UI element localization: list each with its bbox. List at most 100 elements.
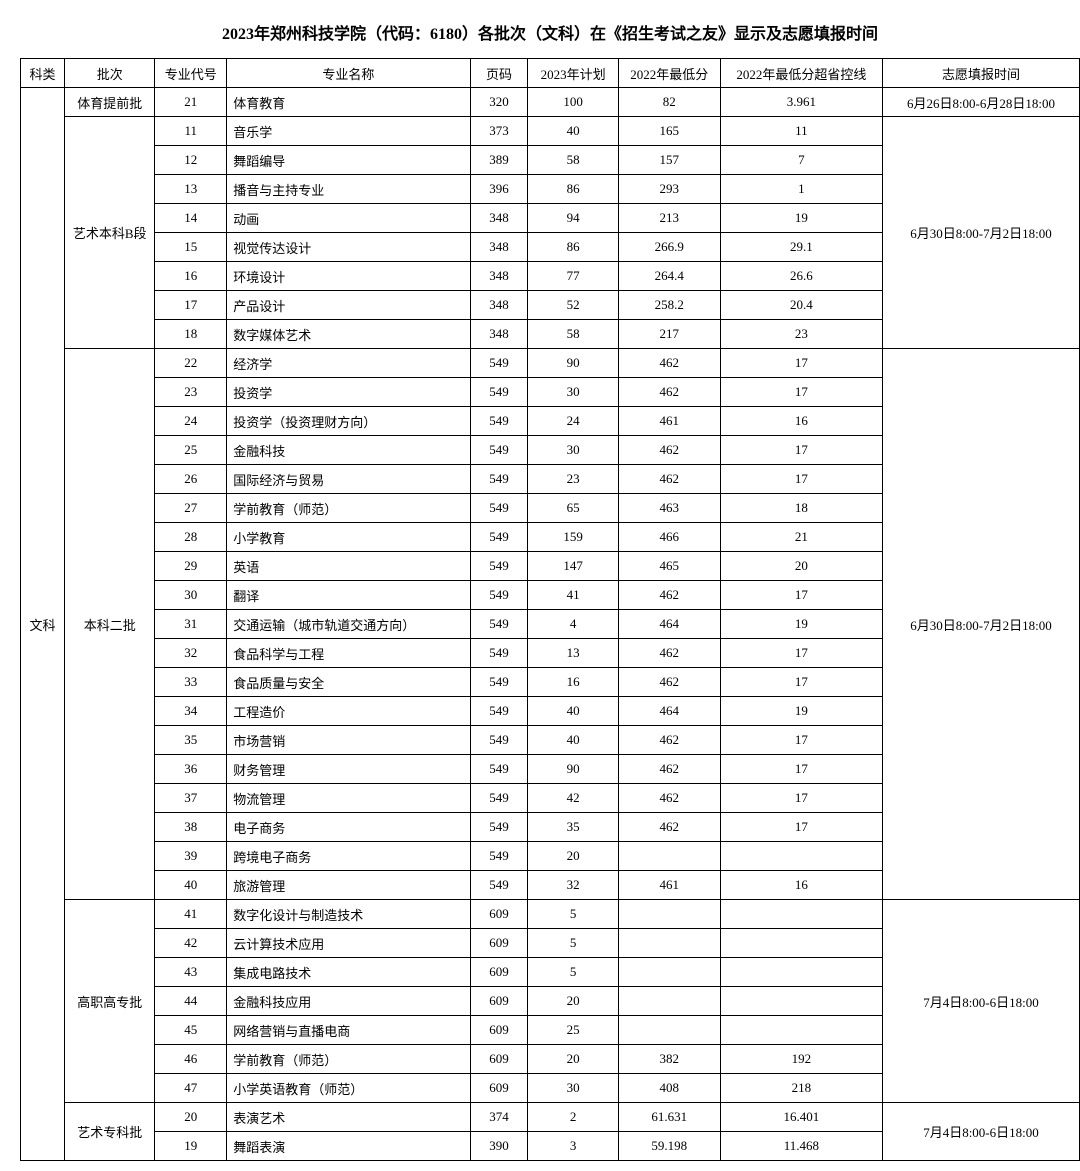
- cell-diff: 17: [720, 668, 882, 697]
- cell-diff: [720, 842, 882, 871]
- cell-code: 21: [155, 88, 227, 117]
- table-body: 文科体育提前批21体育教育320100823.9616月26日8:00-6月28…: [21, 88, 1080, 1161]
- cell-min: 82: [618, 88, 720, 117]
- th-name: 专业名称: [227, 59, 470, 88]
- cell-page: 373: [470, 117, 528, 146]
- cell-min: [618, 987, 720, 1016]
- cell-plan: 20: [528, 842, 618, 871]
- cell-batch: 体育提前批: [65, 88, 155, 117]
- cell-code: 13: [155, 175, 227, 204]
- cell-min: 462: [618, 726, 720, 755]
- cell-page: 348: [470, 262, 528, 291]
- cell-name: 物流管理: [227, 784, 470, 813]
- cell-page: 549: [470, 610, 528, 639]
- cell-min: 462: [618, 639, 720, 668]
- cell-code: 15: [155, 233, 227, 262]
- cell-name: 体育教育: [227, 88, 470, 117]
- cell-plan: 40: [528, 117, 618, 146]
- cell-plan: 90: [528, 349, 618, 378]
- cell-min: 408: [618, 1074, 720, 1103]
- cell-name: 食品质量与安全: [227, 668, 470, 697]
- cell-page: 609: [470, 1074, 528, 1103]
- cell-plan: 94: [528, 204, 618, 233]
- cell-code: 30: [155, 581, 227, 610]
- cell-diff: [720, 987, 882, 1016]
- cell-code: 40: [155, 871, 227, 900]
- cell-min: [618, 929, 720, 958]
- cell-name: 舞蹈编导: [227, 146, 470, 175]
- cell-batch: 本科二批: [65, 349, 155, 900]
- table-row: 高职高专批41数字化设计与制造技术60957月4日8:00-6日18:00: [21, 900, 1080, 929]
- cell-code: 34: [155, 697, 227, 726]
- cell-min: 462: [618, 465, 720, 494]
- cell-plan: 159: [528, 523, 618, 552]
- cell-name: 网络营销与直播电商: [227, 1016, 470, 1045]
- cell-plan: 42: [528, 784, 618, 813]
- cell-diff: 17: [720, 349, 882, 378]
- cell-name: 产品设计: [227, 291, 470, 320]
- cell-plan: 86: [528, 175, 618, 204]
- th-page: 页码: [470, 59, 528, 88]
- cell-name: 集成电路技术: [227, 958, 470, 987]
- cell-diff: 18: [720, 494, 882, 523]
- cell-code: 37: [155, 784, 227, 813]
- cell-name: 财务管理: [227, 755, 470, 784]
- cell-name: 翻译: [227, 581, 470, 610]
- cell-name: 旅游管理: [227, 871, 470, 900]
- cell-plan: 41: [528, 581, 618, 610]
- cell-page: 348: [470, 233, 528, 262]
- table-row: 文科体育提前批21体育教育320100823.9616月26日8:00-6月28…: [21, 88, 1080, 117]
- table-row: 艺术专科批20表演艺术374261.63116.4017月4日8:00-6日18…: [21, 1103, 1080, 1132]
- cell-diff: 17: [720, 436, 882, 465]
- cell-name: 音乐学: [227, 117, 470, 146]
- cell-plan: 147: [528, 552, 618, 581]
- cell-min: 462: [618, 784, 720, 813]
- cell-page: 609: [470, 929, 528, 958]
- cell-page: 609: [470, 987, 528, 1016]
- cell-plan: 58: [528, 146, 618, 175]
- cell-name: 环境设计: [227, 262, 470, 291]
- cell-apply-time: 6月30日8:00-7月2日18:00: [882, 349, 1079, 900]
- cell-code: 24: [155, 407, 227, 436]
- cell-page: 609: [470, 1045, 528, 1074]
- cell-min: 466: [618, 523, 720, 552]
- cell-plan: 30: [528, 436, 618, 465]
- table-row: 本科二批22经济学54990462176月30日8:00-7月2日18:00: [21, 349, 1080, 378]
- cell-page: 320: [470, 88, 528, 117]
- cell-name: 小学英语教育（师范）: [227, 1074, 470, 1103]
- cell-min: 463: [618, 494, 720, 523]
- cell-page: 549: [470, 697, 528, 726]
- cell-code: 39: [155, 842, 227, 871]
- cell-code: 23: [155, 378, 227, 407]
- cell-code: 16: [155, 262, 227, 291]
- cell-diff: [720, 958, 882, 987]
- cell-name: 学前教育（师范）: [227, 494, 470, 523]
- cell-batch: 高职高专批: [65, 900, 155, 1103]
- cell-min: 462: [618, 436, 720, 465]
- th-time: 志愿填报时间: [882, 59, 1079, 88]
- cell-name: 经济学: [227, 349, 470, 378]
- cell-plan: 86: [528, 233, 618, 262]
- cell-plan: 4: [528, 610, 618, 639]
- cell-page: 549: [470, 842, 528, 871]
- cell-code: 43: [155, 958, 227, 987]
- cell-name: 投资学: [227, 378, 470, 407]
- cell-code: 22: [155, 349, 227, 378]
- cell-min: 258.2: [618, 291, 720, 320]
- cell-plan: 16: [528, 668, 618, 697]
- cell-page: 549: [470, 784, 528, 813]
- table-row: 艺术本科B段11音乐学37340165116月30日8:00-7月2日18:00: [21, 117, 1080, 146]
- cell-name: 数字化设计与制造技术: [227, 900, 470, 929]
- cell-diff: 16.401: [720, 1103, 882, 1132]
- cell-plan: 20: [528, 987, 618, 1016]
- cell-plan: 2: [528, 1103, 618, 1132]
- cell-code: 32: [155, 639, 227, 668]
- cell-name: 交通运输（城市轨道交通方向）: [227, 610, 470, 639]
- cell-batch: 艺术专科批: [65, 1103, 155, 1161]
- cell-apply-time: 7月4日8:00-6日18:00: [882, 900, 1079, 1103]
- cell-name: 金融科技: [227, 436, 470, 465]
- cell-batch: 艺术本科B段: [65, 117, 155, 349]
- cell-min: 461: [618, 871, 720, 900]
- cell-code: 33: [155, 668, 227, 697]
- cell-plan: 24: [528, 407, 618, 436]
